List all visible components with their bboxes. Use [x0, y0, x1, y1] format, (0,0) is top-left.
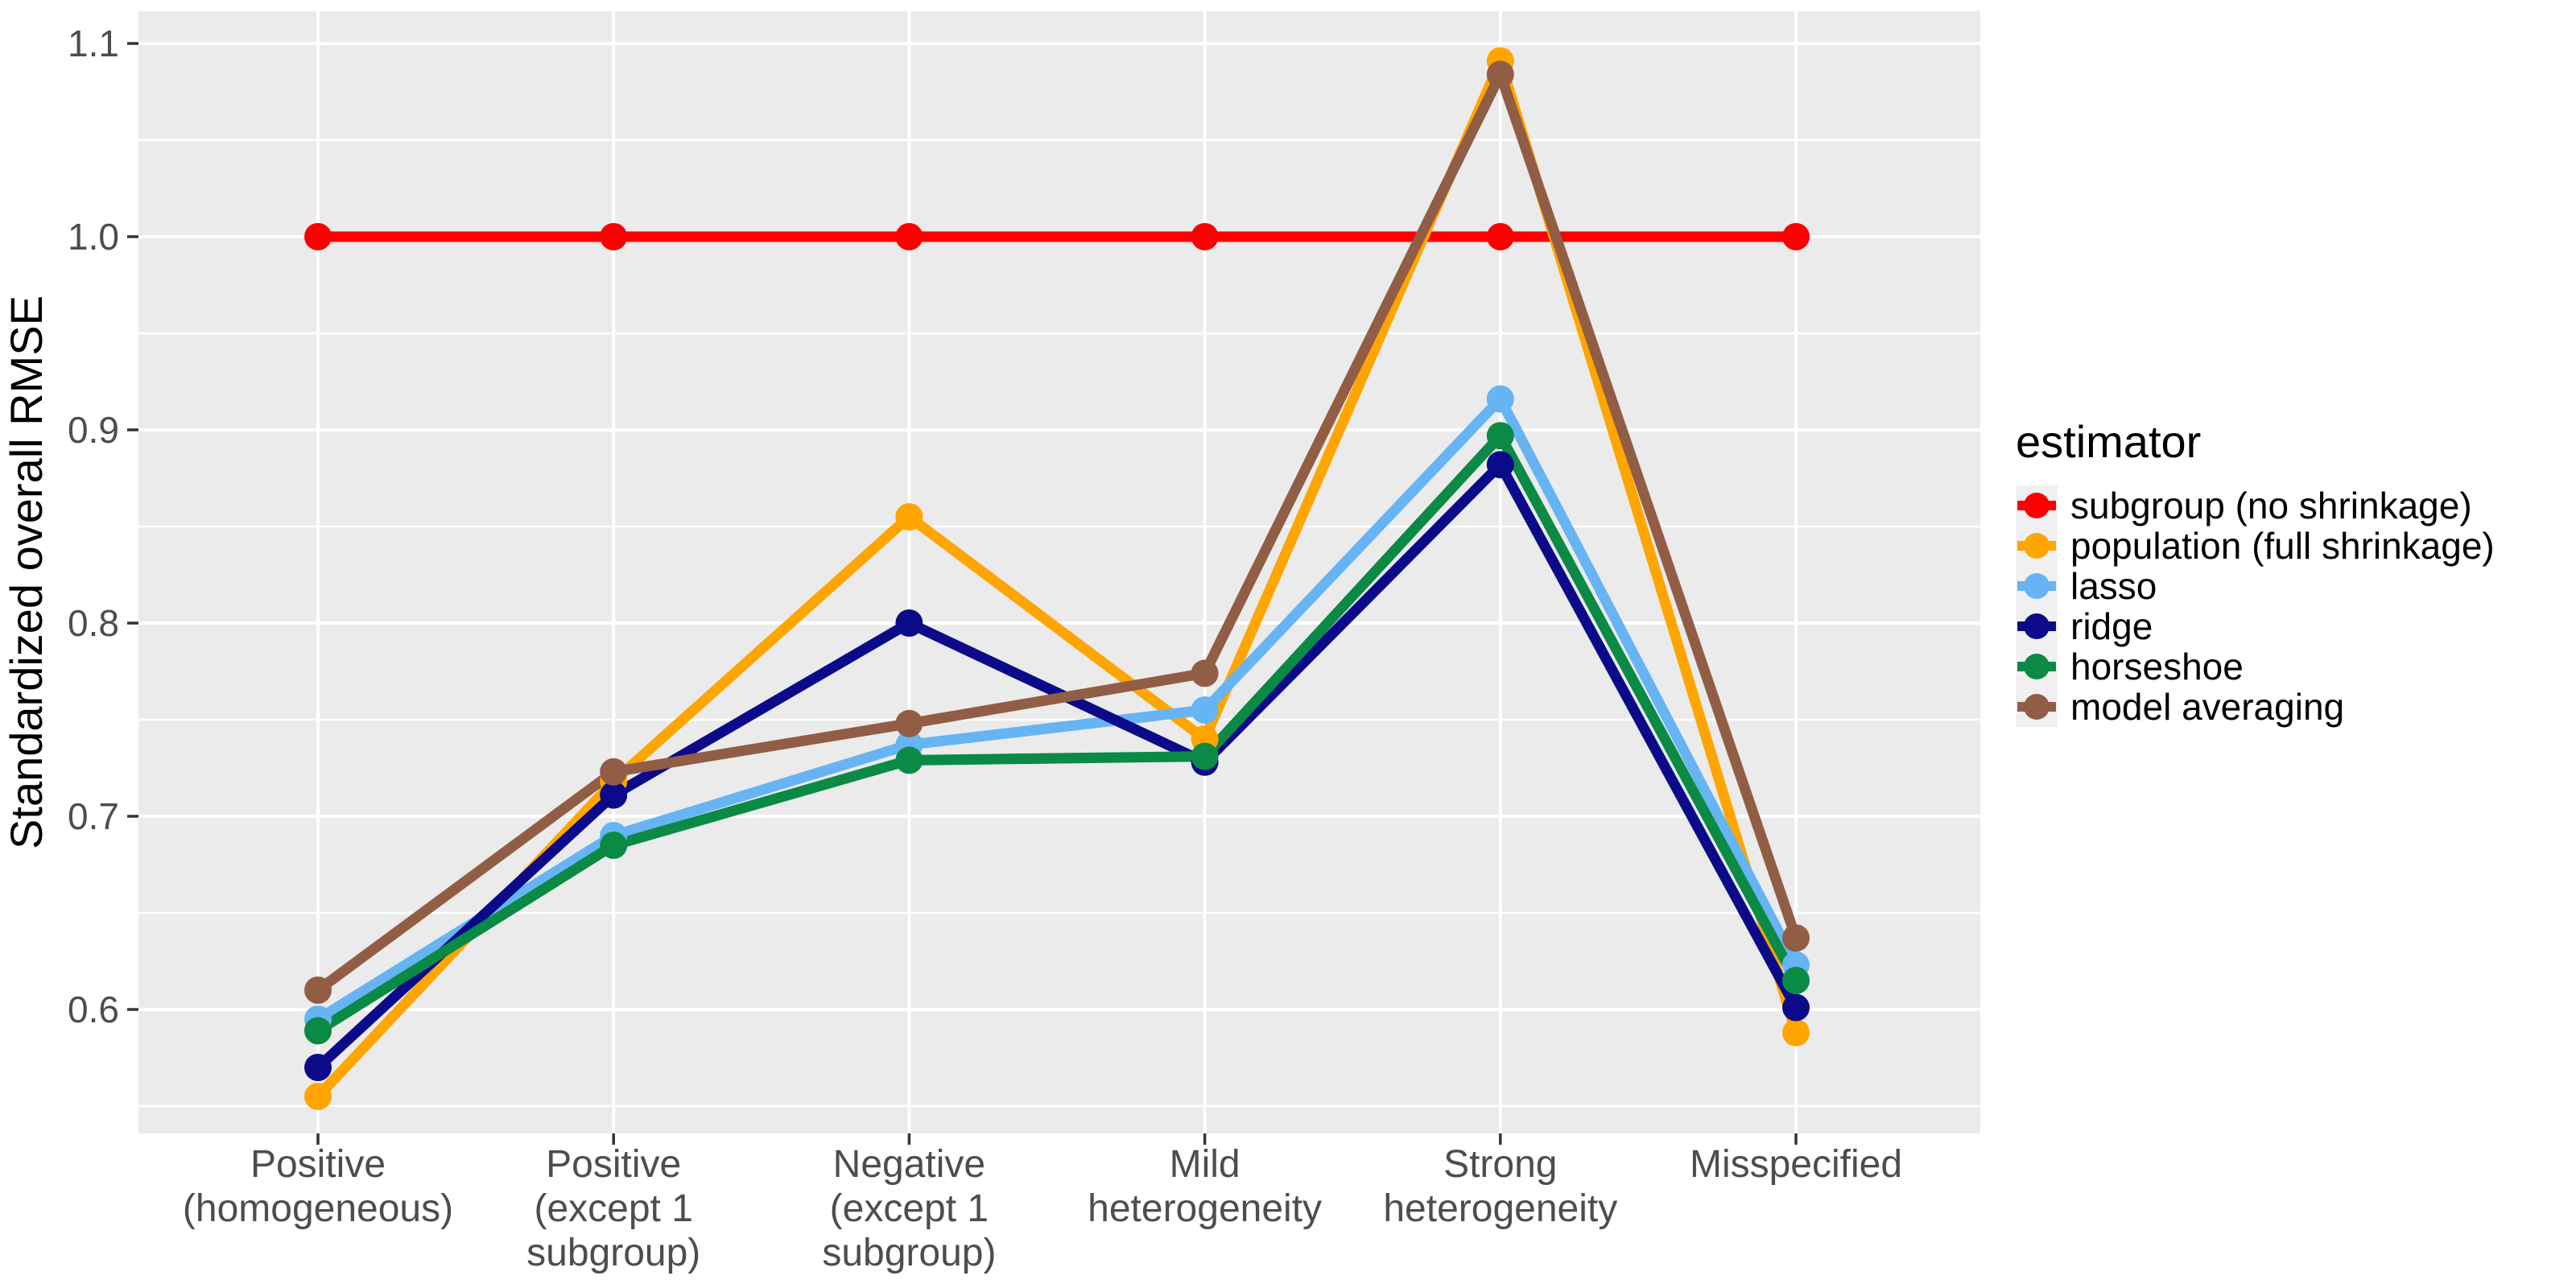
axis-tick-labels: 0.6 0.7 0.8 0.9 1.0 1.1 Positive (homogeneous) P… — [68, 23, 1902, 1274]
legend: estimator subgroup (no shrinkage)populat… — [2016, 416, 2495, 728]
legend-key-point — [2024, 613, 2050, 639]
legend-item-label: subgroup (no shrinkage) — [2070, 485, 2472, 526]
y-tick-label: 0.6 — [68, 989, 119, 1030]
series-line-model-averaging — [315, 68, 1802, 995]
y-tick-label: 0.7 — [68, 795, 119, 837]
data-point-subgroup-no-shrinkage- — [1191, 223, 1219, 250]
data-point-horseshoe — [1486, 422, 1514, 450]
legend-item-subgroup-no-shrinkage-: subgroup (no shrinkage) — [2016, 485, 2472, 526]
data-point-ridge — [600, 781, 628, 809]
x-tick-label: Positive (except 1 subgroup) — [526, 1143, 700, 1274]
minor-gridlines — [138, 138, 1980, 1108]
data-point-ridge — [1782, 993, 1810, 1022]
series-line-lasso — [315, 394, 1801, 1024]
legend-item-label: horseshoe — [2070, 646, 2244, 687]
x-tick-label: Negative (except 1 subgroup) — [822, 1143, 996, 1274]
legend-key-point — [2024, 533, 2050, 559]
data-point-horseshoe — [304, 1017, 332, 1045]
data-point-subgroup-no-shrinkage- — [1486, 223, 1514, 250]
data-point-model-averaging — [600, 758, 628, 786]
x-tick-label: Misspecified — [1690, 1143, 1902, 1186]
data-point-population-full-shrinkage- — [895, 503, 923, 530]
data-point-model-averaging — [304, 976, 332, 1004]
series-lines — [314, 56, 1802, 1100]
legend-item-label: lasso — [2070, 565, 2157, 607]
data-point-horseshoe — [600, 832, 628, 859]
y-tick-label: 1.0 — [68, 216, 119, 258]
y-axis-title: Standardized overall RMSE — [1, 295, 52, 849]
data-point-lasso — [1191, 696, 1219, 724]
legend-key-point — [2024, 493, 2050, 518]
data-point-horseshoe — [1191, 742, 1219, 770]
data-point-ridge — [304, 1054, 332, 1081]
legend-item-ridge: ridge — [2016, 605, 2153, 647]
series-line-horseshoe — [315, 430, 1801, 1035]
data-point-model-averaging — [895, 709, 923, 737]
x-tick-label: Mild heterogeneity — [1088, 1143, 1322, 1230]
data-point-subgroup-no-shrinkage- — [600, 223, 628, 250]
data-point-subgroup-no-shrinkage- — [895, 223, 923, 250]
data-point-horseshoe — [895, 746, 923, 774]
legend-item-model-averaging: model averaging — [2016, 686, 2344, 728]
legend-item-horseshoe: horseshoe — [2016, 646, 2244, 687]
data-point-model-averaging — [1782, 924, 1810, 952]
series-points — [304, 47, 1810, 1110]
data-point-subgroup-no-shrinkage- — [304, 223, 332, 250]
legend-item-label: model averaging — [2070, 686, 2344, 728]
data-point-population-full-shrinkage- — [1782, 1018, 1810, 1046]
data-point-horseshoe — [1782, 967, 1810, 994]
data-point-ridge — [1486, 451, 1514, 479]
y-tick-label: 1.1 — [68, 23, 119, 64]
legend-items: subgroup (no shrinkage)population (full … — [2016, 485, 2495, 728]
y-tick-label: 0.8 — [68, 602, 119, 644]
legend-title: estimator — [2016, 416, 2201, 467]
data-point-subgroup-no-shrinkage- — [1782, 223, 1810, 250]
legend-item-label: population (full shrinkage) — [2070, 525, 2495, 567]
data-point-ridge — [895, 609, 923, 637]
legend-item-label: ridge — [2070, 605, 2153, 647]
data-point-model-averaging — [1486, 60, 1514, 89]
legend-item-population-full-shrinkage-: population (full shrinkage) — [2016, 525, 2495, 567]
data-point-lasso — [1486, 385, 1514, 413]
axis-tick-marks — [127, 42, 1798, 1145]
legend-item-lasso: lasso — [2016, 565, 2157, 607]
series-line-ridge — [314, 459, 1801, 1071]
data-point-population-full-shrinkage- — [304, 1083, 332, 1110]
legend-key-point — [2024, 694, 2050, 720]
x-tick-label: Positive (homogeneous) — [183, 1143, 453, 1230]
x-tick-label: Strong heterogeneity — [1383, 1143, 1617, 1230]
legend-key-point — [2024, 573, 2050, 599]
y-tick-label: 0.9 — [68, 409, 119, 451]
legend-key-point — [2024, 654, 2050, 679]
data-point-model-averaging — [1191, 659, 1219, 687]
